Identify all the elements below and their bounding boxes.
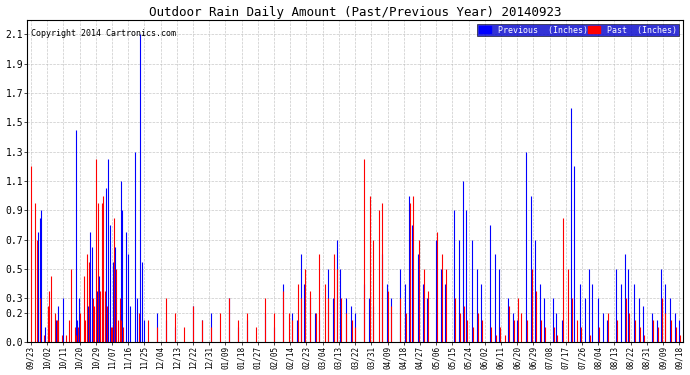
Text: Copyright 2014 Cartronics.com: Copyright 2014 Cartronics.com <box>30 29 176 38</box>
Legend: Previous  (Inches), Past  (Inches): Previous (Inches), Past (Inches) <box>477 24 679 36</box>
Title: Outdoor Rain Daily Amount (Past/Previous Year) 20140923: Outdoor Rain Daily Amount (Past/Previous… <box>149 6 562 18</box>
